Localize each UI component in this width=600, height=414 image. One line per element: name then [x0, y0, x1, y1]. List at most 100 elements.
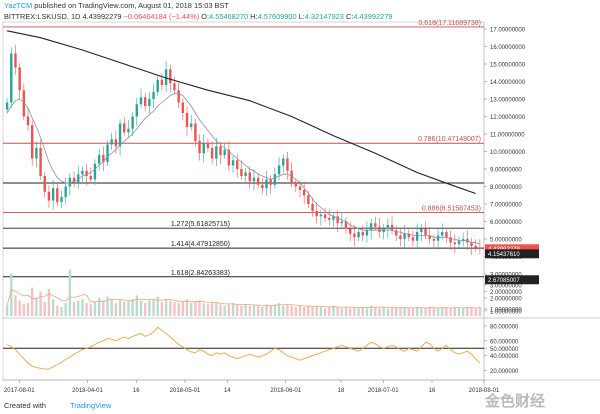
close-label: C: [345, 12, 354, 21]
volume-bar [181, 301, 185, 316]
volume-bar [269, 305, 272, 316]
candle-body [35, 148, 38, 159]
candle-body [411, 237, 415, 241]
volume-bar [294, 306, 298, 316]
volume-bar [39, 291, 42, 316]
volume-bar [160, 301, 164, 316]
fib-level-label: 1.618(2.84263383) [171, 270, 230, 277]
candle-body [30, 125, 34, 159]
volume-bar [453, 306, 457, 316]
candle-body [177, 90, 180, 103]
candle-body [47, 191, 51, 201]
candle-body [374, 223, 377, 227]
candle-body [181, 102, 185, 113]
author-name[interactable]: YazTCM [4, 1, 33, 10]
candle-body [223, 149, 226, 155]
candle-body [461, 239, 465, 241]
candle-body [77, 174, 80, 183]
open-label: O: [201, 12, 210, 21]
candle-body [93, 163, 97, 180]
slow-moving-average-line [6, 30, 476, 195]
ohlc-line: BITTREX:LSKUSD, 1D 4.43992279 −0.0646418… [4, 12, 392, 21]
volume-bar [395, 308, 398, 316]
volume-bar [328, 306, 331, 316]
high-label: H: [250, 12, 258, 21]
price-tick-label: 12.00000000 [490, 115, 526, 121]
candle-body [43, 176, 46, 192]
price-badge-label: 4.15437610 [488, 252, 520, 258]
price-tick-label: 7.00000000 [490, 203, 522, 209]
candle-body [5, 102, 9, 110]
candle-body [378, 226, 381, 232]
symbol-label: BITTREX:LSKUSD, 1D [4, 12, 81, 21]
candle-body [219, 146, 222, 155]
volume-bar [106, 296, 109, 316]
volume-bar [236, 304, 239, 316]
candle-body [97, 155, 101, 164]
candle-body [415, 232, 419, 241]
candle-body [252, 177, 256, 182]
candle-body [424, 228, 427, 236]
volume-bar [407, 308, 410, 316]
price-tick-label: 5.00000000 [490, 238, 522, 244]
candle-body [39, 148, 42, 176]
price-tick-label: 2.00000000 [490, 290, 522, 296]
candle-body [64, 186, 67, 197]
volume-bar [127, 300, 130, 316]
fibonacci-levels[interactable]: 0.618(17.11689738) 0.786(10.47148007) 0.88… [3, 20, 484, 278]
volume-bar [189, 303, 193, 316]
volume-bar [290, 305, 293, 316]
volume-bar [441, 306, 444, 316]
volume-bar [93, 301, 97, 316]
volume-bar [5, 305, 9, 316]
volume-bar [361, 306, 364, 316]
volume-bar [231, 303, 235, 316]
volume-bar [399, 308, 402, 316]
volume-bar [135, 295, 139, 316]
candle-body [357, 232, 360, 238]
moving-averages [6, 30, 481, 245]
volume-bar [219, 304, 222, 316]
candles [5, 44, 482, 256]
published-text: published on TradingView.com, August 01,… [34, 1, 229, 10]
price-tick-label: 9.00000000 [490, 168, 522, 174]
volume-bar [457, 308, 461, 316]
price-tick-label: 6.00000000 [490, 220, 522, 226]
volume-bar [332, 305, 335, 316]
volume-bar [470, 308, 473, 316]
volume-bar [173, 301, 176, 316]
candle-body [390, 225, 394, 231]
candle-body [302, 190, 306, 196]
candle-body [18, 67, 21, 91]
high-value: 4.57609900 [257, 12, 297, 21]
candle-body [432, 239, 436, 241]
tradingview-brand[interactable]: TradingView [70, 401, 112, 410]
volume-bar [64, 303, 67, 316]
volume-bar [261, 306, 264, 316]
volume-bar [436, 308, 440, 316]
volume-bar [315, 305, 318, 316]
price-tick-label: 14.00000000 [490, 80, 526, 86]
candle-body [123, 123, 126, 133]
volume-bar [110, 299, 113, 316]
plot-frame [2, 21, 485, 381]
candle-body [265, 179, 268, 189]
volume-bar [461, 308, 465, 316]
price-tick-label: 16.00000000 [490, 45, 526, 51]
candle-body [127, 128, 130, 133]
candle-body [14, 53, 17, 68]
fib-level-label: 0.886(6.51587453) [422, 205, 481, 212]
price-chart[interactable]: 17.00000000 16.00000000 15.00000000 14.0000… [0, 0, 600, 398]
volume-bar [424, 308, 427, 316]
volume-bar [118, 299, 122, 316]
volume-bar [143, 303, 147, 316]
candle-body [395, 230, 398, 236]
candle-body [307, 195, 310, 204]
time-tick-label: 2018-06-01 [270, 388, 301, 394]
volume-bar [227, 304, 231, 316]
fast-moving-average-line [6, 93, 481, 245]
volume-bar [252, 304, 256, 316]
